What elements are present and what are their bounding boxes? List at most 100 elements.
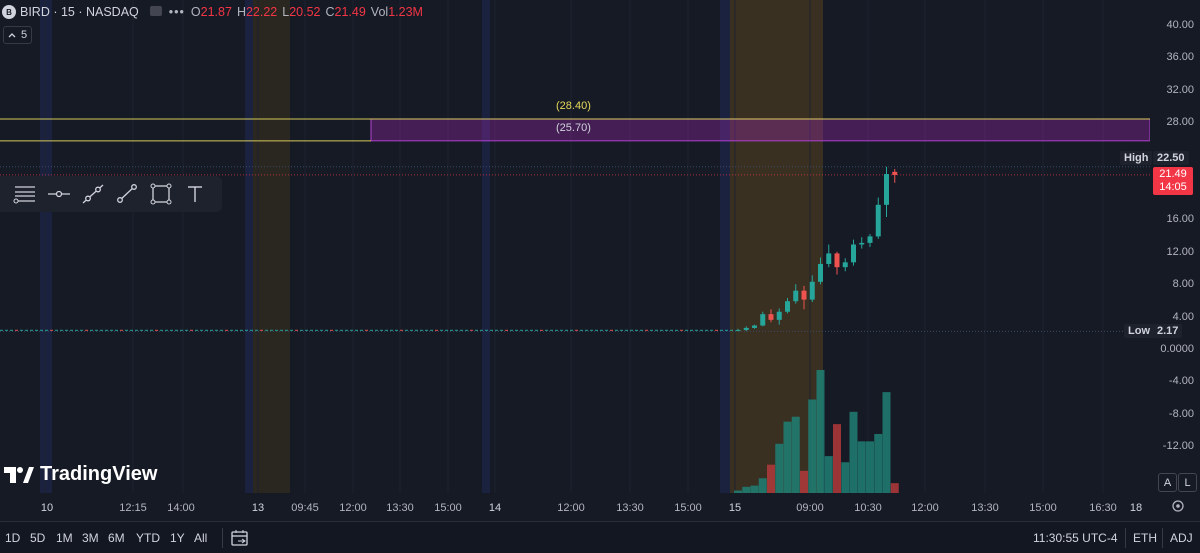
close-key: C [325,5,335,19]
session-toggle[interactable]: ETH [1133,531,1157,545]
volume-bar [882,392,891,493]
time-tick-label: 15:00 [1029,502,1057,514]
date-range-calendar-icon[interactable] [230,529,250,550]
volume-bar [775,443,784,493]
volume-value: 1.23M [388,5,423,19]
low-key: L [282,5,290,19]
symbol-logo-icon: B [2,5,16,19]
candle-body [801,290,807,300]
adjustment-toggle[interactable]: ADJ [1170,531,1193,545]
price-tick-label: 40.00 [1166,19,1194,31]
volume-bar [824,456,833,493]
toolbar-divider [1125,528,1126,548]
price-tick-label: -8.00 [1168,407,1194,420]
high-label-pill: High [1120,151,1153,165]
session-band [253,0,290,493]
price-tick-label: 4.00 [1172,310,1194,323]
zone-top-label: (28.40) [556,100,591,112]
drawing-toolbar [0,176,222,212]
volume-bar [800,470,808,493]
last-price-badge: 21.49 14:05 [1153,167,1193,195]
horizontal-line-tool-icon[interactable] [42,177,76,211]
watermark-text: TradingView [40,463,158,485]
time-tick-label: 13:30 [616,502,644,514]
volume-bar [890,483,899,493]
timeframe-1m-button[interactable]: 1M [56,531,73,545]
text-tool-icon[interactable] [178,177,212,211]
close-value: 21.49 [334,5,366,19]
volume-bar [841,462,850,493]
legend-settings-icon[interactable] [149,5,163,20]
volume-bar [808,399,817,493]
volume-bar [816,370,825,493]
candle-body [776,311,782,320]
candle-body [867,236,873,243]
volume-bar [734,490,742,493]
horizontal-ray-tool-icon[interactable] [8,177,42,211]
legend-more-icon[interactable]: ••• [168,5,185,19]
time-tick-label: 16:30 [1089,502,1117,514]
time-axis-settings-icon[interactable] [1170,498,1186,517]
timeframe-3m-button[interactable]: 3M [82,531,99,545]
open-value: 21.87 [200,5,232,19]
price-tick-label: 12.00 [1166,245,1194,258]
time-tick-label: 14:00 [167,502,195,514]
time-tick-label: 09:00 [796,502,824,514]
rectangle-tool-icon[interactable] [144,177,178,211]
session-band [482,0,490,493]
time-tick-label: 13:30 [971,502,999,514]
indicators-toggle[interactable]: 5 [3,26,33,44]
time-tick-label: 14 [488,502,502,514]
candle-body [752,325,757,328]
high-value: 22.22 [245,5,278,19]
timeframe-all-button[interactable]: All [194,531,208,545]
time-tick-label: 15:00 [674,502,702,514]
time-tick-label: 15 [728,502,742,514]
time-tick-label: 13:30 [386,502,414,514]
low-value: 20.52 [289,5,321,19]
candle-body [892,171,898,175]
volume-bar [874,433,883,493]
timeframe-1y-button[interactable]: 1Y [170,531,185,545]
bar-countdown: 14:05 [1159,181,1187,193]
timeframe-6m-button[interactable]: 6M [108,531,125,545]
toolbar-divider [1162,528,1163,548]
volume-bar [742,486,751,493]
clock-readout[interactable]: 11:30:55 UTC-4 [1033,531,1118,545]
candle-body [809,281,815,300]
candle-body [851,244,856,263]
volume-bar [833,424,841,493]
auto-scale-button[interactable]: A [1158,473,1177,492]
session-band [245,0,253,493]
log-scale-button[interactable]: L [1178,473,1197,492]
volume-key: Vol [370,5,389,19]
chart-canvas[interactable] [0,0,1150,493]
time-axis[interactable]: 10 12:15 14:00 13 09:45 12:00 13:30 15:00 14 12:0… [0,493,1184,521]
zone-mid-label: (25.70) [556,122,591,134]
session-band [730,0,823,493]
timeframe-1d-button[interactable]: 1D [5,531,21,545]
low-value-pill: 2.17 [1153,324,1183,338]
time-tick-label: 18 [1129,502,1143,514]
price-axis[interactable]: 40.00 36.00 32.00 28.00 16.00 12.00 8.00 4.00 0.… [1150,0,1200,493]
timeframe-ytd-button[interactable]: YTD [136,531,160,545]
toolbar-divider [222,528,223,548]
volume-bar [758,478,767,493]
time-tick-label: 13 [251,502,265,514]
trend-line-tool-icon[interactable] [76,177,110,211]
chevron-up-icon [8,29,16,41]
symbol-legend: B BIRD · 15 · NASDAQ ••• O 21.87 H 22.22 L… [0,3,428,21]
volume-bar [857,441,866,493]
tradingview-logo-icon [4,466,34,483]
price-tick-label: -4.00 [1168,375,1194,388]
arrow-line-tool-icon[interactable] [110,177,144,211]
price-tick-label: 0.0000 [1160,343,1194,355]
time-tick-label: 09:45 [291,502,319,514]
candle-body [793,290,799,302]
chart-area[interactable]: B BIRD · 15 · NASDAQ ••• O 21.87 H 22.22 L… [0,0,1150,493]
bottom-toolbar: 1D 5D 1M 3M 6M YTD 1Y All 11:30:55 UTC-4 ETH AD… [0,521,1200,553]
candle-body [834,253,840,268]
timeframe-5d-button[interactable]: 5D [30,531,46,545]
symbol-title[interactable]: BIRD · 15 · NASDAQ [20,5,139,19]
candle-body [743,327,749,330]
